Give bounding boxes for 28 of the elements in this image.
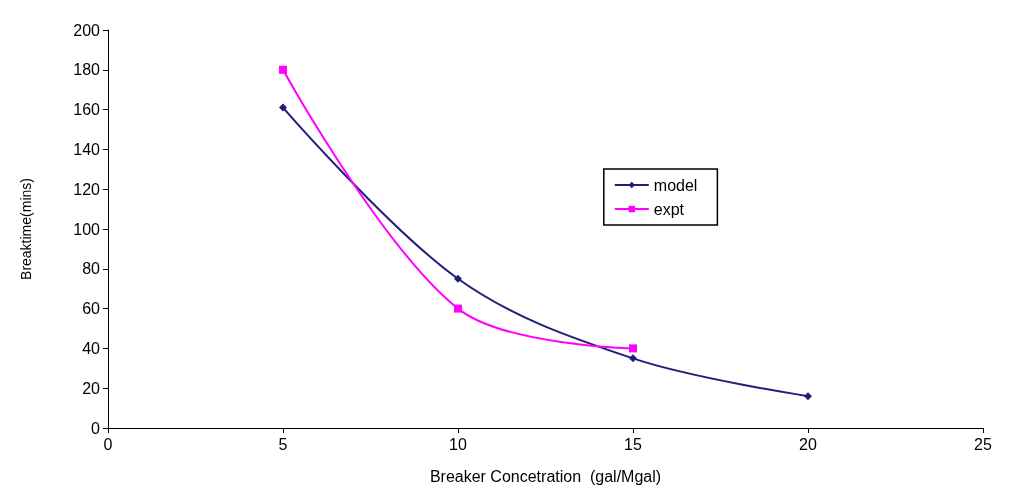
point [454,304,462,313]
y-tick-label: 180 [73,61,101,79]
y-tick-label: 40 [82,339,101,357]
y-tick-label: 0 [91,419,101,437]
x-tick-label: 15 [624,435,642,453]
y-tick-label: 120 [73,180,101,198]
y-tick-label: 200 [73,21,101,39]
x-tick-label: 20 [799,435,817,453]
point [279,103,287,112]
point [279,65,287,74]
y-tick-label: 100 [73,220,101,238]
point [629,354,637,363]
y-axis-title: Breaktime(mins) [18,178,34,280]
y-tick-label: 60 [82,300,101,318]
y-tick-label: 20 [82,379,101,397]
legend-label: expt [653,200,685,218]
y-tick-label: 80 [82,260,101,278]
x-axis-title: Breaker Concetration (gal/Mgal) [429,467,662,485]
point [454,274,462,283]
point [804,392,812,401]
x-tick-label: 5 [278,435,288,453]
y-tick-label: 160 [73,101,101,119]
x-tick-label: 25 [974,435,992,453]
point [629,344,637,353]
legend-label: model [653,176,698,194]
x-tick-label: 0 [103,435,113,453]
x-tick-label: 10 [449,435,467,453]
y-tick-label: 140 [73,140,101,158]
